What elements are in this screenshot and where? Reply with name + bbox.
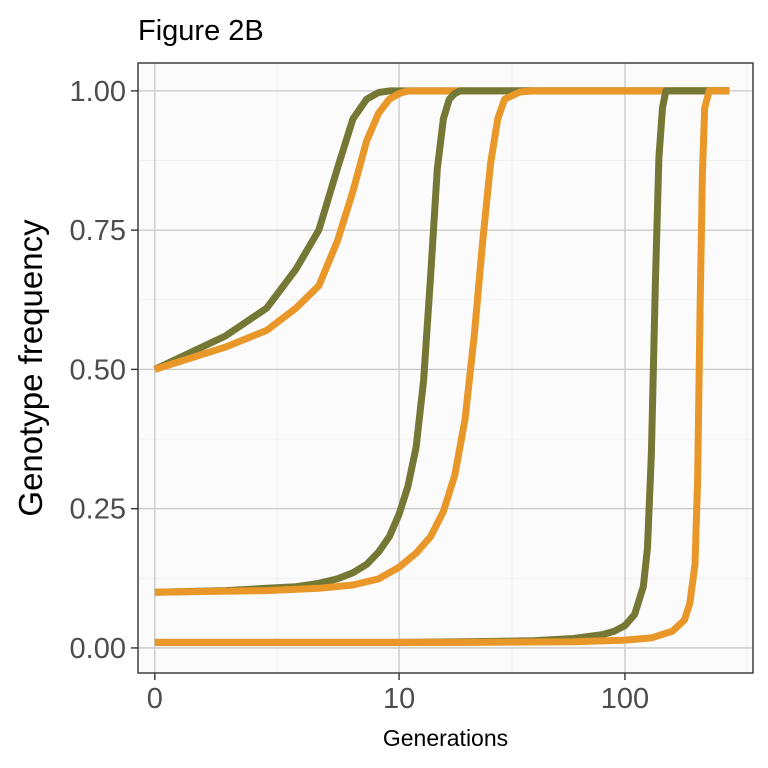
y-tick-label: 1.00 bbox=[70, 76, 126, 108]
y-tick-label: 0.50 bbox=[70, 354, 126, 386]
series-line-4 bbox=[154, 87, 730, 596]
axis-ticks: 0 10 100 0.00 0.25 0.50 0.75 1.00 bbox=[70, 76, 650, 715]
panel-border bbox=[137, 62, 754, 674]
y-axis-title: Genotype frequency bbox=[12, 219, 49, 517]
x-axis-title: Generations bbox=[383, 725, 508, 751]
y-tick-label: 0.75 bbox=[70, 215, 126, 247]
x-tick-label: 0 bbox=[147, 683, 163, 715]
y-tick-label: 0.25 bbox=[70, 494, 126, 526]
y-tick-label: 0.00 bbox=[70, 633, 126, 665]
chart-title: Figure 2B bbox=[138, 15, 264, 47]
series-line-6 bbox=[154, 87, 730, 646]
data-series bbox=[153, 87, 730, 646]
x-tick-label: 100 bbox=[601, 683, 649, 715]
x-tick-label: 10 bbox=[383, 683, 415, 715]
